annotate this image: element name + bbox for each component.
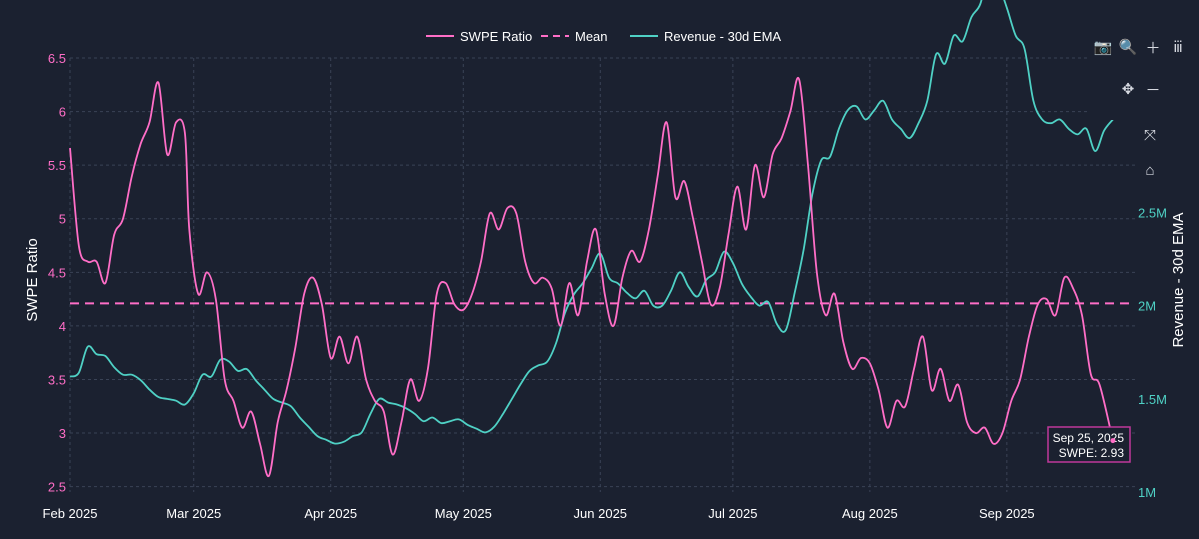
pan-icon[interactable]: ✥ (1121, 81, 1135, 98)
y-tick-label-right: 1M (1138, 485, 1156, 500)
y-tick-label-left: 3 (59, 426, 66, 441)
x-tick-label: Jun 2025 (574, 506, 628, 521)
y-tick-label-right: 2M (1138, 299, 1156, 314)
x-tick-label: Jul 2025 (708, 506, 757, 521)
modebar-side: ⤧ ⌂ (1137, 120, 1163, 200)
y-tick-label-left: 6 (59, 105, 66, 120)
autoscale-icon[interactable]: ⤧ (1143, 126, 1156, 144)
home-icon[interactable]: ⌂ (1145, 161, 1155, 179)
left-tick-labels: 2.5 3 3.5 4 4.5 5 5.5 6 6.5 (48, 51, 66, 495)
y-axis-label-right: Revenue - 30d EMA (1170, 212, 1187, 347)
zoom-out-icon[interactable]: － (1145, 81, 1161, 99)
modebar: 📷 🔍 ＋ ⅲ ✥ － (1087, 14, 1185, 120)
legend-label[interactable]: Revenue - 30d EMA (664, 29, 781, 44)
y-axis-label-left: SWPE Ratio (24, 238, 41, 321)
y-tick-label-right: 1.5M (1138, 392, 1167, 407)
y-tick-label-left: 6.5 (48, 51, 66, 66)
x-tick-label: Sep 2025 (979, 506, 1035, 521)
x-tick-label: Mar 2025 (166, 506, 221, 521)
grid (69, 57, 1135, 492)
x-tick-label: Aug 2025 (842, 506, 898, 521)
y-tick-label-left: 2.5 (48, 480, 66, 495)
series-line-swpe-ratio (69, 76, 1114, 477)
legend-label[interactable]: SWPE Ratio (460, 29, 532, 44)
zoom-in-icon[interactable]: ＋ (1145, 39, 1161, 57)
x-tick-labels: Feb 2025 Mar 2025 Apr 2025 May 2025 Jun 2025… (43, 506, 1035, 521)
legend-label[interactable]: Mean (575, 29, 608, 44)
series-layer (69, 0, 1114, 477)
x-tick-label: Feb 2025 (43, 506, 98, 521)
tooltip-value: SWPE: 2.93 (1059, 446, 1125, 460)
y-tick-label-left: 4 (59, 319, 66, 334)
tooltip-date: Sep 25, 2025 (1053, 431, 1125, 445)
series-line-revenue-ema (69, 0, 1114, 445)
y-tick-label-left: 3.5 (48, 372, 66, 387)
y-tick-label-left: 4.5 (48, 265, 66, 280)
zoom-icon[interactable]: 🔍 (1118, 39, 1138, 56)
tooltip-point (1110, 438, 1116, 444)
y-tick-label-right: 2.5M (1138, 206, 1167, 221)
select-icon[interactable]: ⅲ (1173, 39, 1183, 56)
y-tick-label-left: 5 (59, 212, 66, 227)
y-tick-label-left: 5.5 (48, 158, 66, 173)
x-tick-label: May 2025 (435, 506, 492, 521)
camera-icon[interactable]: 📷 (1093, 39, 1113, 56)
hover-tooltip: Sep 25, 2025 SWPE: 2.93 (1047, 426, 1131, 463)
x-tick-label: Apr 2025 (304, 506, 357, 521)
legend: SWPE Ratio Mean Revenue - 30d EMA (426, 29, 781, 44)
